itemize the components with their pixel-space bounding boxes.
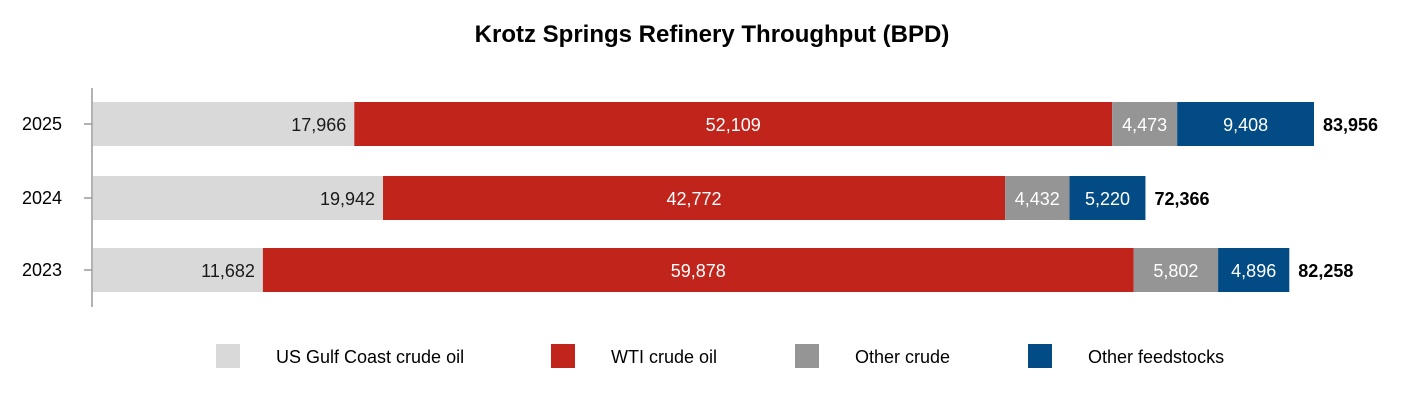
data-label-2023-2: 5,802 [1153,261,1198,281]
legend-label-2: Other crude [855,347,950,367]
legend-swatch-0 [216,344,240,368]
total-label-2024: 72,366 [1154,189,1209,209]
data-label-2024-0: 19,942 [320,189,375,209]
legend-label-1: WTI crude oil [611,347,717,367]
data-label-2025-1: 52,109 [706,115,761,135]
bar-segment-2025-2 [1112,102,1178,146]
category-label-2024: 2024 [22,188,62,208]
bar-segment-2024-2 [1005,176,1070,220]
bar-segment-2025-3 [1177,102,1314,146]
legend-swatch-2 [795,344,819,368]
legend-swatch-3 [1028,344,1052,368]
data-label-2023-3: 4,896 [1231,261,1276,281]
category-label-2025: 2025 [22,114,62,134]
legend-label-3: Other feedstocks [1088,347,1224,367]
total-label-2023: 82,258 [1298,261,1353,281]
data-label-2024-2: 4,432 [1015,189,1060,209]
data-label-2023-1: 59,878 [671,261,726,281]
bar-segment-2024-0 [93,176,384,220]
category-label-2023: 2023 [22,260,62,280]
bar-segment-2025-1 [354,102,1113,146]
bar-segment-2024-1 [383,176,1006,220]
bar-segment-2023-0 [93,248,263,292]
data-label-2024-3: 5,220 [1085,189,1130,209]
data-label-2025-2: 4,473 [1122,115,1167,135]
chart-title: Krotz Springs Refinery Throughput (BPD) [475,21,950,48]
legend-swatch-1 [551,344,575,368]
data-label-2024-1: 42,772 [667,189,722,209]
legend: US Gulf Coast crude oil WTI crude oil Othe… [216,344,1224,368]
data-label-2025-3: 9,408 [1223,115,1268,135]
data-label-2025-0: 17,966 [291,115,346,135]
bar-segment-2023-2 [1133,248,1219,292]
bar-segment-2023-1 [262,248,1134,292]
legend-label-0: US Gulf Coast crude oil [276,347,464,367]
bar-segment-2025-0 [93,102,355,146]
bar-segment-2024-3 [1069,176,1146,220]
bars-group: 2025 17,966 52,109 4,473 9,408 83,956 2024 19,9… [22,102,1378,292]
bar-segment-2023-3 [1218,248,1290,292]
data-label-2023-0: 11,682 [201,261,255,281]
total-label-2025: 83,956 [1323,115,1378,135]
